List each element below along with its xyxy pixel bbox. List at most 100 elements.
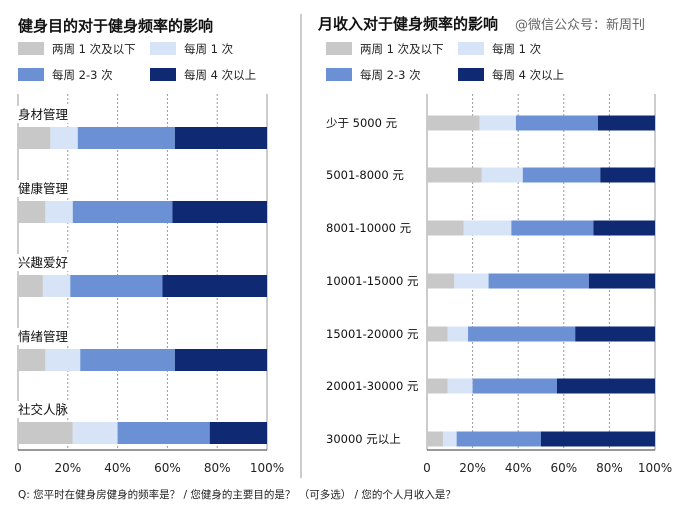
category-label: 10001-15000 元 [326,274,419,288]
x-tick-label: 80% [204,461,231,475]
category-label: 少于 5000 元 [326,116,398,130]
legend-label: 每周 2-3 次 [52,68,113,82]
legend-swatch [326,42,352,55]
watermark: @微信公众号：新周刊 [515,17,645,33]
category-label: 15001-20000 元 [326,327,419,341]
bar-segment [442,431,457,447]
x-tick-label: 40% [505,461,532,475]
bar-segment [42,275,71,297]
bar-segment [522,167,601,183]
x-tick-label: 20% [459,461,486,475]
legend-label: 每周 4 次以上 [184,68,256,82]
bar-segment [593,220,655,236]
x-tick-label: 0 [423,461,431,475]
bar-segment [50,127,78,149]
category-label: 社交人脉 [18,402,69,417]
bar-segment [427,378,448,394]
x-tick-label: 60% [550,461,577,475]
footnote: Q: 您平时在健身房健身的频率是？ / 您健身的主要目的是？ （可多选） / 您… [18,488,456,501]
category-label: 8001-10000 元 [326,221,412,235]
bar-segment [456,431,541,447]
bar-segment [600,167,655,183]
legend-label: 每周 2-3 次 [360,68,421,82]
bar-segment [70,275,163,297]
category-label-bg [17,180,75,197]
bar-segment [541,431,655,447]
bar-segment [427,115,480,131]
bar-segment [447,326,469,342]
category-label: 健康管理 [18,181,69,196]
bar-segment [72,201,173,223]
bar-segment [454,273,489,289]
legend-swatch [150,42,176,55]
bar-segment [515,115,598,131]
category-label: 情绪管理 [18,329,69,344]
x-tick-label: 80% [596,461,623,475]
x-tick-label: 100% [250,461,284,475]
category-label-bg [17,254,75,271]
category-label: 身材管理 [18,107,69,122]
category-label-bg [17,401,75,418]
chart-title: 健身目的对于健身频率的影响 [18,17,213,35]
x-tick-label: 0 [14,461,22,475]
bar-segment [174,349,267,371]
bar-segment [468,326,576,342]
legend-label: 每周 1 次 [184,42,234,56]
bar-segment [481,167,523,183]
x-tick-label: 60% [154,461,181,475]
chart-title: 月收入对于健身频率的影响 [317,15,498,33]
bar-segment [172,201,267,223]
x-tick-label: 20% [54,461,81,475]
bar-segment [447,378,473,394]
category-label: 20001-30000 元 [326,379,419,393]
legend-label: 每周 4 次以上 [492,68,564,82]
bar-segment [45,201,73,223]
legend-swatch [150,68,176,81]
bar-segment [18,349,46,371]
bar-segment [77,127,175,149]
bar-segment [575,326,655,342]
bar-segment [472,378,557,394]
category-label: 30000 元以上 [326,432,401,446]
bar-segment [45,349,81,371]
bar-segment [18,275,43,297]
category-label-bg [17,328,75,345]
bar-segment [556,378,655,394]
bar-segment [427,273,455,289]
bar-segment [488,273,589,289]
category-label: 兴趣爱好 [18,255,68,270]
bar-segment [427,431,443,447]
legend-label: 两周 1 次及以下 [360,42,444,56]
bar-segment [427,220,464,236]
legend-swatch [326,68,352,81]
legend-swatch [458,42,484,55]
bar-segment [117,422,210,444]
bar-segment [18,127,51,149]
bar-segment [427,326,448,342]
bar-segment [511,220,594,236]
bar-segment [588,273,655,289]
bar-segment [72,422,118,444]
bar-segment [209,422,267,444]
bar-segment [598,115,655,131]
category-label-bg [17,106,75,123]
x-tick-label: 40% [104,461,131,475]
legend-swatch [458,68,484,81]
legend-swatch [18,68,44,81]
bar-segment [174,127,267,149]
legend-label: 两周 1 次及以下 [52,42,136,56]
x-tick-label: 100% [638,461,672,475]
bar-segment [18,422,73,444]
legend-label: 每周 1 次 [492,42,542,56]
bar-segment [479,115,516,131]
bar-segment [80,349,175,371]
legend-swatch [18,42,44,55]
bar-segment [162,275,267,297]
bar-segment [463,220,512,236]
bar-segment [18,201,46,223]
category-label: 5001-8000 元 [326,168,404,182]
